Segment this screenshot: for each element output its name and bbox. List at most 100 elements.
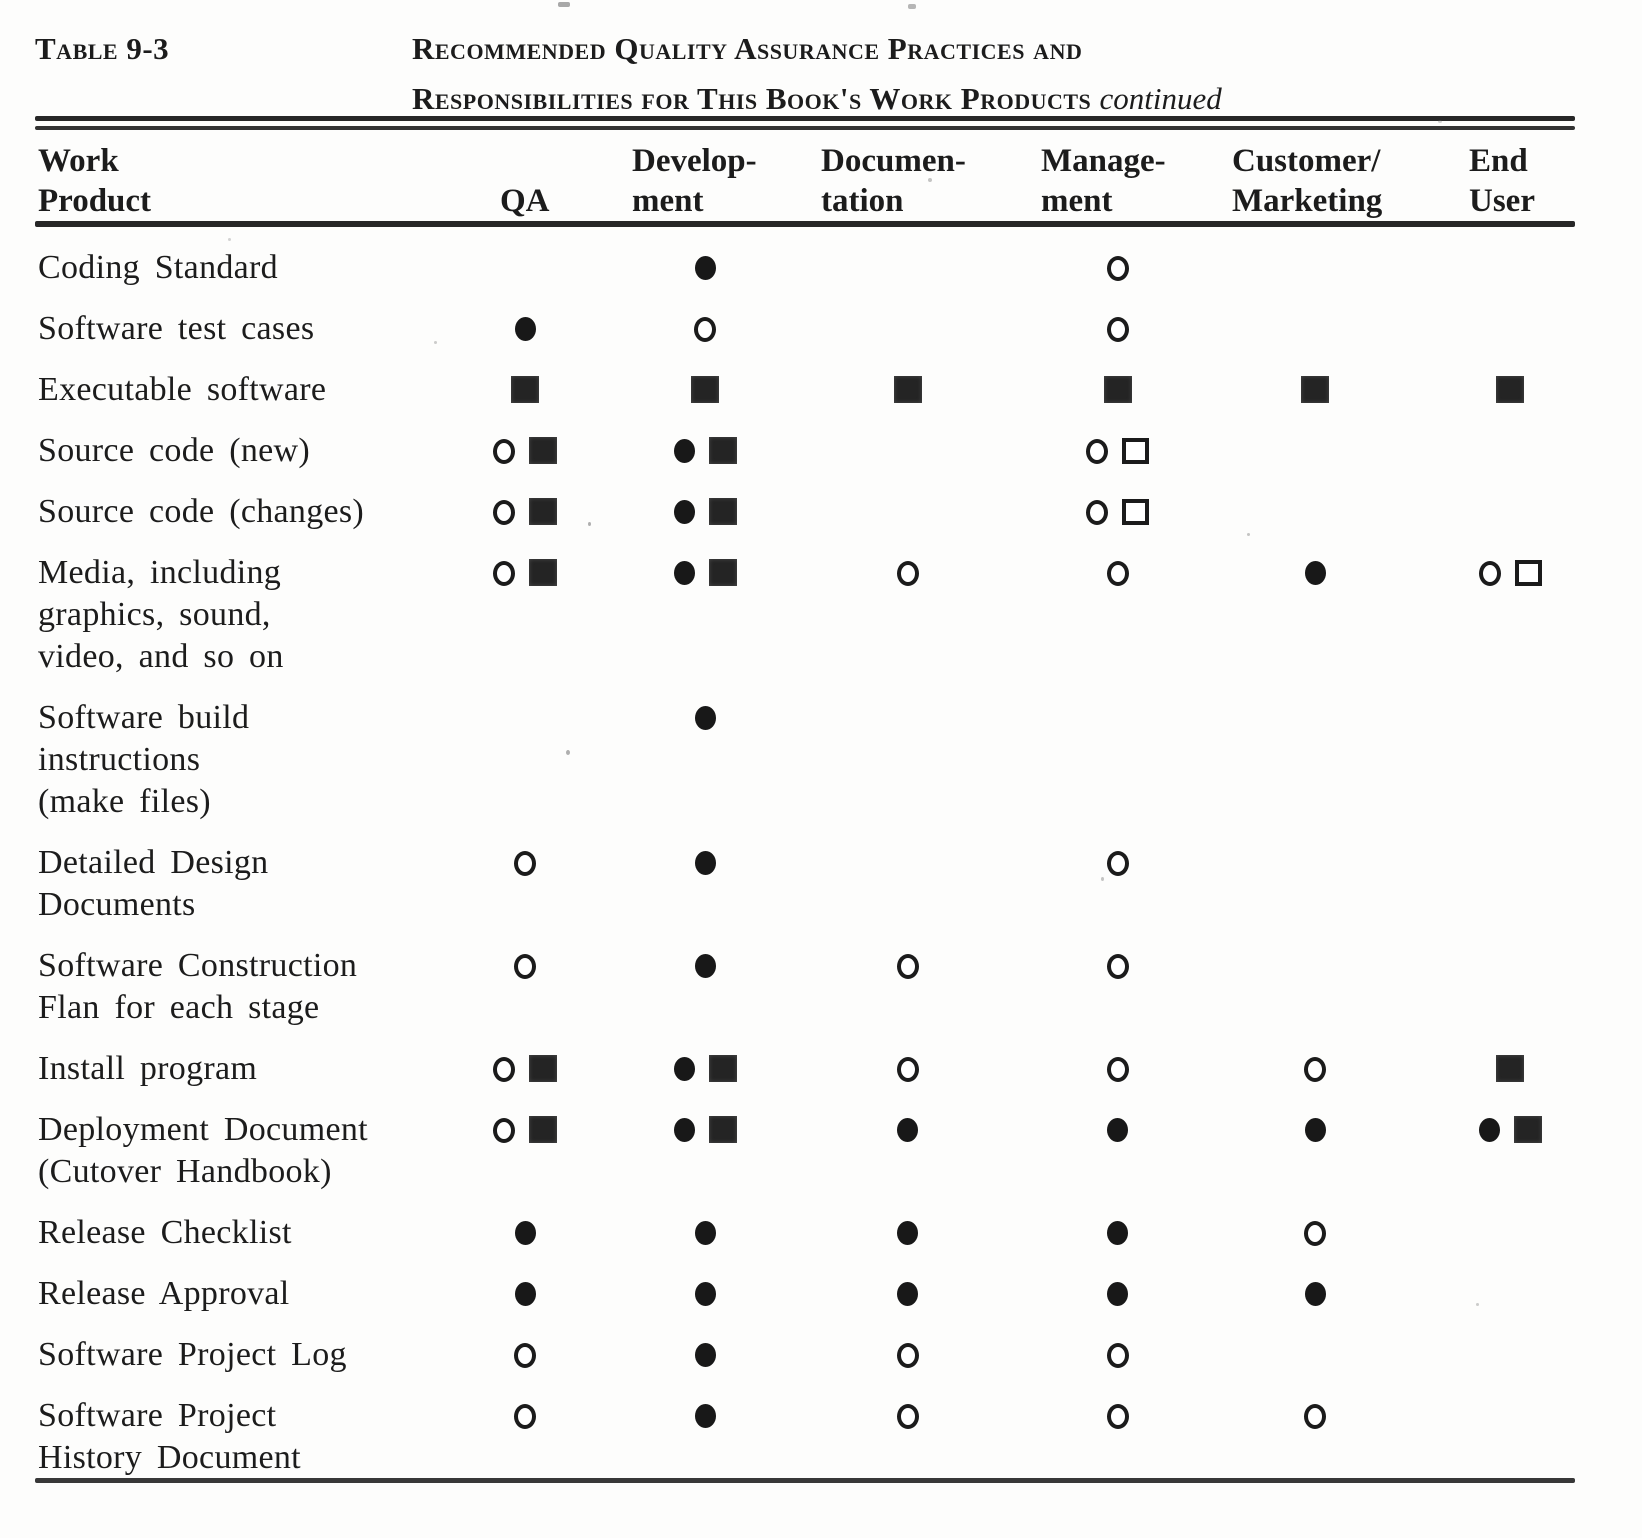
- cell-row-4-management: [1015, 411, 1220, 472]
- open-circle-icon: [896, 561, 919, 586]
- filled-square-icon: [708, 498, 737, 525]
- filled-circle-icon: [897, 1118, 918, 1142]
- cell-row-15-management: [1015, 1376, 1220, 1479]
- open-circle-icon: [514, 1404, 536, 1429]
- filled-square-icon: [529, 498, 557, 525]
- column-header-management-text: Manage-: [1041, 143, 1166, 179]
- cell-row-1-documentation: [800, 228, 1015, 289]
- cell-row-9-documentation: [800, 926, 1015, 1029]
- cell-row-8-management: [1015, 823, 1220, 926]
- cell-row-6-customer-marketing: [1220, 533, 1410, 678]
- filled-circle-icon: [514, 317, 536, 341]
- column-header-development: Develop-ment: [610, 142, 800, 221]
- filled-circle-icon: [694, 1404, 716, 1428]
- cell-row-13-customer-marketing: [1220, 1254, 1410, 1315]
- work-product-label: Software Project History Document: [35, 1376, 440, 1479]
- cell-row-10-management: [1015, 1029, 1220, 1090]
- filled-circle-icon: [1107, 1118, 1128, 1142]
- work-product-label-line: Software Construction: [38, 947, 358, 984]
- cell-row-12-management: [1015, 1193, 1220, 1254]
- open-circle-icon: [493, 439, 515, 464]
- work-product-label: Executable software: [35, 350, 440, 411]
- work-product-label-line: instructions: [38, 741, 201, 778]
- column-header-work-product-text: Work: [38, 143, 119, 179]
- cell-row-1-end-user: [1410, 228, 1610, 289]
- work-product-label-line: Release Approval: [38, 1275, 290, 1312]
- filled-circle-icon: [897, 1221, 918, 1245]
- cell-row-10-customer-marketing: [1220, 1029, 1410, 1090]
- work-product-label-line: graphics, sound,: [38, 596, 271, 633]
- open-circle-icon: [1106, 1404, 1129, 1429]
- filled-circle-icon: [514, 1221, 536, 1245]
- cell-row-13-end-user: [1410, 1254, 1610, 1315]
- filled-circle-icon: [897, 1282, 918, 1306]
- cell-row-13-qa: [440, 1254, 610, 1315]
- column-header-development-text: Develop-: [632, 143, 757, 179]
- filled-circle-icon: [514, 1282, 536, 1306]
- filled-square-icon: [1496, 376, 1524, 403]
- open-circle-icon: [1086, 500, 1108, 525]
- scan-speck: [908, 4, 916, 9]
- filled-circle-icon: [1304, 561, 1326, 585]
- work-product-label-line: video, and so on: [38, 638, 284, 675]
- column-header-work-product-text: Product: [38, 183, 152, 219]
- work-product-label-line: Source code (changes): [38, 493, 365, 530]
- cell-row-6-development: [610, 533, 800, 678]
- filled-square-icon: [708, 1116, 737, 1143]
- filled-square-icon: [1301, 376, 1329, 403]
- cell-row-3-end-user: [1410, 350, 1610, 411]
- cell-row-7-management: [1015, 678, 1220, 823]
- work-product-label: Software test cases: [35, 289, 440, 350]
- table-number-label: Table 9-3: [35, 31, 170, 66]
- filled-square-icon: [691, 376, 719, 403]
- cell-row-13-documentation: [800, 1254, 1015, 1315]
- cell-row-2-end-user: [1410, 289, 1610, 350]
- filled-circle-icon: [694, 1282, 716, 1306]
- filled-square-icon: [511, 376, 539, 403]
- column-header-end-user: End User: [1410, 142, 1610, 221]
- cell-row-7-end-user: [1410, 678, 1610, 823]
- open-circle-icon: [493, 1057, 515, 1082]
- open-circle-icon: [514, 954, 536, 979]
- cell-row-3-qa: [440, 350, 610, 411]
- cell-row-4-customer-marketing: [1220, 411, 1410, 472]
- cell-row-4-qa: [440, 411, 610, 472]
- cell-row-8-qa: [440, 823, 610, 926]
- cell-row-9-management: [1015, 926, 1220, 1029]
- cell-row-3-development: [610, 350, 800, 411]
- work-product-label: Install program: [35, 1029, 440, 1090]
- cell-row-13-development: [610, 1254, 800, 1315]
- cell-row-7-customer-marketing: [1220, 678, 1410, 823]
- cell-row-3-documentation: [800, 350, 1015, 411]
- open-square-icon: [1122, 438, 1149, 464]
- open-circle-icon: [514, 851, 536, 876]
- cell-row-11-documentation: [800, 1090, 1015, 1193]
- cell-row-11-development: [610, 1090, 800, 1193]
- cell-row-10-qa: [440, 1029, 610, 1090]
- filled-square-icon: [708, 559, 737, 586]
- filled-square-icon: [529, 437, 557, 464]
- cell-row-14-development: [610, 1315, 800, 1376]
- open-circle-icon: [1106, 851, 1129, 876]
- open-circle-icon: [1106, 1343, 1129, 1368]
- filled-square-icon: [893, 376, 922, 403]
- open-circle-icon: [896, 1057, 919, 1082]
- cell-row-14-customer-marketing: [1220, 1315, 1410, 1376]
- cell-row-5-end-user: [1410, 472, 1610, 533]
- cell-row-6-management: [1015, 533, 1220, 678]
- work-product-label-line: Software build: [38, 699, 250, 736]
- open-square-icon: [1122, 499, 1149, 525]
- filled-circle-icon: [694, 1221, 716, 1245]
- cell-row-6-qa: [440, 533, 610, 678]
- table-title-line1: Recommended Quality Assurance Practices …: [412, 31, 1083, 66]
- open-circle-icon: [1304, 1057, 1326, 1082]
- cell-row-1-qa: [440, 228, 610, 289]
- cell-row-9-customer-marketing: [1220, 926, 1410, 1029]
- filled-square-icon: [529, 559, 557, 586]
- filled-circle-icon: [673, 500, 695, 524]
- filled-circle-icon: [1304, 1118, 1326, 1142]
- table-title-line2-text: Responsibilities for This Book's Work Pr…: [412, 81, 1092, 116]
- filled-square-icon: [529, 1116, 557, 1143]
- cell-row-7-qa: [440, 678, 610, 823]
- work-product-label: Coding Standard: [35, 228, 440, 289]
